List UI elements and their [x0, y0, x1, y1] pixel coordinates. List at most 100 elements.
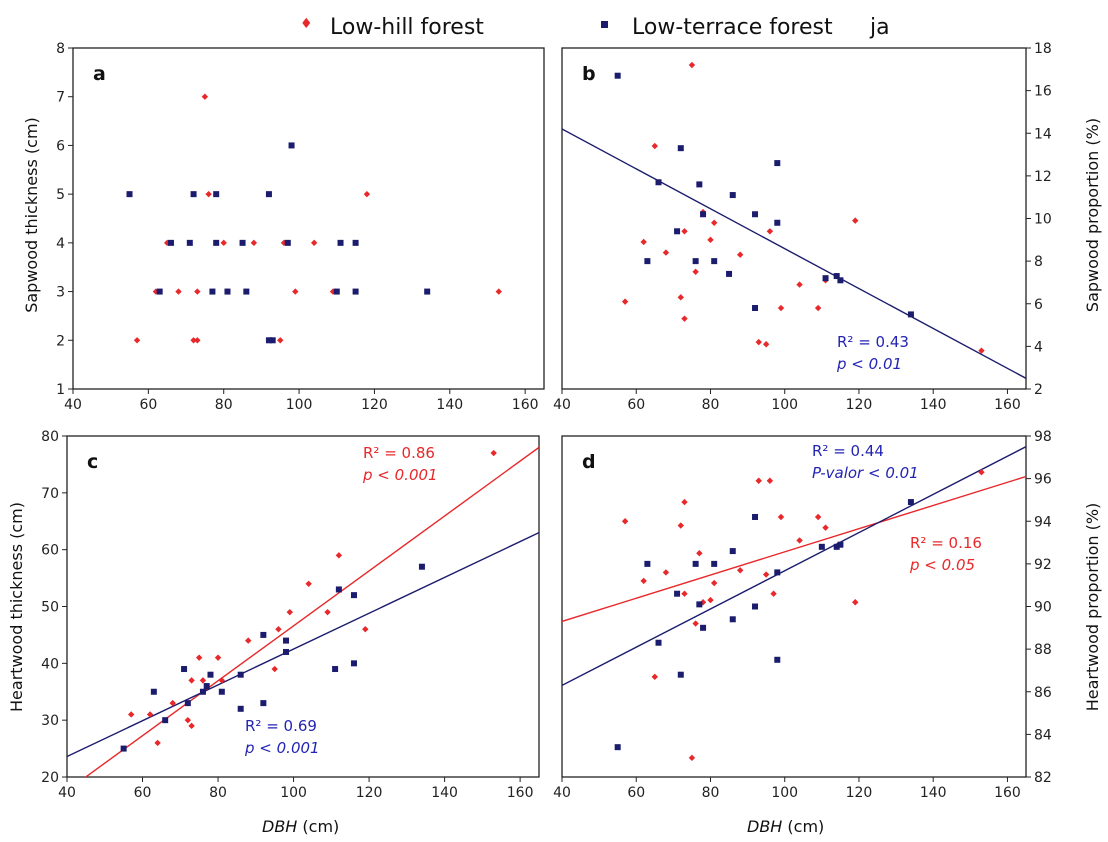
- x-tick-label-a: 60: [139, 397, 157, 413]
- point-low-terrace: [162, 717, 169, 724]
- trendline-low-hill: [562, 475, 1026, 623]
- point-low-terrace: [283, 648, 290, 655]
- y-tick-label-d: 84: [1034, 727, 1052, 743]
- ylabel-b: Sapwood proportion (%): [1083, 118, 1102, 312]
- y-tick-label-b: 6: [1034, 297, 1043, 313]
- panel-d: 40 60 80 100 120 140 160 82 84 86 88 90 92 94 96 98 d R² …: [553, 429, 1052, 801]
- point-low-hill: [490, 449, 497, 457]
- x-tick-label-a: 160: [512, 397, 539, 413]
- point-low-terrace: [711, 560, 718, 567]
- point-low-hill: [621, 518, 629, 525]
- point-low-terrace: [692, 258, 699, 265]
- point-low-hill: [194, 288, 201, 295]
- point-low-terrace: [752, 603, 759, 610]
- point-low-terrace: [260, 700, 267, 707]
- x-tick-label-b: 120: [846, 397, 873, 413]
- point-low-hill: [194, 337, 201, 344]
- point-low-terrace: [203, 683, 210, 690]
- panel-c: 40 60 80 100 120 140 160 20 30 40 50 60 70 80 c R² = 0.…: [41, 429, 540, 801]
- plot-frame-d: [561, 435, 1027, 778]
- xlabel-d-unit: (cm): [782, 817, 824, 836]
- point-low-hill: [362, 626, 369, 633]
- point-low-terrace: [167, 239, 174, 246]
- x-tick-label-a: 120: [361, 397, 388, 413]
- y-tick-label-d: 98: [1034, 429, 1052, 445]
- stat-r2-d: R² = 0.44: [812, 442, 884, 460]
- panel-letter-d: d: [582, 451, 596, 473]
- y-tick-label-a: 2: [56, 333, 65, 349]
- point-low-hill: [277, 337, 284, 344]
- point-low-hill: [146, 711, 154, 718]
- point-low-hill: [201, 93, 209, 100]
- point-low-hill: [852, 217, 859, 224]
- point-low-terrace: [774, 219, 781, 226]
- point-low-terrace: [243, 288, 250, 295]
- x-tick-label-b: 60: [627, 397, 645, 413]
- x-tick-label-c: 40: [58, 785, 76, 801]
- point-low-terrace: [269, 337, 276, 344]
- point-low-terrace: [218, 688, 225, 695]
- point-low-terrace: [674, 590, 681, 597]
- ylabel-d: Heartwood proportion (%): [1083, 503, 1102, 712]
- y-tick-label-c: 40: [41, 656, 59, 672]
- legend-extra-text: ja: [869, 15, 890, 40]
- point-low-terrace: [181, 666, 188, 673]
- point-low-terrace: [186, 239, 193, 246]
- y-tick-label-a: 5: [56, 187, 65, 203]
- point-low-hill: [218, 677, 226, 684]
- x-tick-label-b: 40: [553, 397, 571, 413]
- point-low-hill: [736, 251, 744, 258]
- point-low-terrace: [352, 239, 359, 246]
- point-low-terrace: [729, 192, 736, 199]
- y-tick-label-d: 90: [1034, 600, 1052, 616]
- point-low-hill: [766, 228, 774, 235]
- point-low-hill: [692, 268, 699, 275]
- point-low-hill: [271, 665, 278, 673]
- x-tick-label-d: 40: [553, 785, 571, 801]
- point-low-hill: [696, 550, 703, 557]
- point-low-terrace: [120, 745, 127, 752]
- y-tick-label-b: 18: [1034, 41, 1052, 57]
- point-low-terrace: [674, 228, 681, 235]
- point-low-hill: [195, 654, 203, 661]
- point-low-hill: [762, 571, 770, 578]
- point-low-terrace: [239, 239, 246, 246]
- y-tick-label-c: 70: [41, 486, 59, 502]
- point-low-hill: [681, 498, 688, 506]
- y-tick-label-b: 12: [1034, 169, 1052, 185]
- x-tick-label-b: 80: [702, 397, 720, 413]
- x-tick-label-c: 80: [209, 785, 227, 801]
- y-tick-label-c: 30: [41, 713, 59, 729]
- trendline-low-hill: [84, 446, 539, 777]
- point-low-terrace: [700, 211, 707, 218]
- point-low-hill: [305, 580, 312, 587]
- y-tick-label-b: 14: [1034, 126, 1052, 142]
- x-tick-label-b: 100: [771, 397, 798, 413]
- point-low-hill: [188, 722, 195, 730]
- point-low-terrace: [184, 700, 191, 707]
- point-low-terrace: [729, 616, 736, 623]
- y-tick-label-c: 50: [41, 600, 59, 616]
- y-tick-label-a: 1: [56, 382, 65, 398]
- x-tick-label-c: 100: [280, 785, 307, 801]
- point-low-hill: [133, 337, 141, 344]
- ylabel-a: Sapwood thickness (cm): [22, 117, 41, 313]
- point-low-terrace: [265, 337, 272, 344]
- xlabel-c-var: DBH: [262, 817, 297, 836]
- x-tick-label-d: 120: [846, 785, 873, 801]
- y-tick-label-b: 8: [1034, 254, 1043, 270]
- point-low-hill: [688, 61, 696, 69]
- point-low-hill: [651, 142, 658, 150]
- point-low-hill: [214, 654, 222, 661]
- point-low-terrace: [700, 624, 707, 631]
- y-tick-label-c: 20: [41, 770, 59, 786]
- stat-r2-c: R² = 0.69: [245, 717, 317, 735]
- stat-p-c: p < 0.001: [362, 466, 438, 484]
- point-low-hill: [199, 677, 207, 684]
- point-low-terrace: [774, 656, 781, 663]
- point-low-terrace: [190, 191, 197, 198]
- plot-frame-a: [72, 47, 545, 390]
- point-low-hill: [292, 288, 299, 295]
- y-tick-label-d: 94: [1034, 514, 1052, 530]
